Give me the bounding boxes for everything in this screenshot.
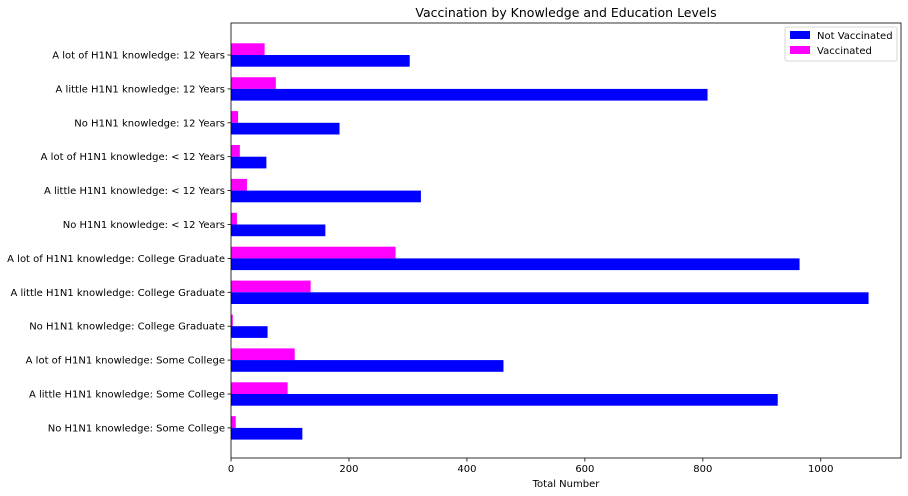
bar-not-vaccinated (231, 190, 421, 203)
bar-not-vaccinated (231, 224, 326, 237)
legend-swatch (790, 31, 810, 39)
legend-label: Not Vaccinated (817, 31, 893, 42)
bar-vaccinated (231, 77, 276, 89)
bar-not-vaccinated (231, 292, 869, 304)
y-tick-label: No H1N1 knowledge: 12 Years (74, 118, 225, 129)
bar-not-vaccinated (231, 88, 708, 101)
y-tick-label: A lot of H1N1 knowledge: 12 Years (52, 51, 225, 62)
bar-not-vaccinated (231, 55, 410, 67)
legend-box (784, 26, 898, 62)
x-tick-label: 1000 (808, 464, 833, 475)
bar-vaccinated (231, 382, 288, 394)
bar-not-vaccinated (231, 360, 504, 372)
x-tick-label: 600 (575, 464, 594, 475)
legend-label: Vaccinated (817, 46, 872, 57)
bar-vaccinated (231, 43, 265, 55)
y-tick-label: A little H1N1 knowledge: 12 Years (56, 84, 225, 95)
bar-vaccinated (231, 416, 236, 428)
y-tick-label: A lot of H1N1 knowledge: Some College (26, 356, 225, 367)
bar-not-vaccinated (231, 394, 778, 406)
bar-not-vaccinated (231, 258, 800, 271)
y-tick-label: No H1N1 knowledge: Some College (48, 423, 225, 434)
bar-vaccinated (231, 348, 295, 361)
chart-title: Vaccination by Knowledge and Education L… (415, 5, 716, 20)
x-tick-label: 0 (228, 464, 234, 475)
legend: Not Vaccinated Vaccinated (784, 26, 898, 62)
x-axis-label: Total Number (532, 479, 601, 490)
y-tick-label: A little H1N1 knowledge: College Graduat… (10, 288, 225, 299)
bar-not-vaccinated (231, 156, 267, 169)
bar-vaccinated (231, 212, 237, 225)
bar-vaccinated (231, 314, 233, 327)
y-tick-label: A lot of H1N1 knowledge: College Graduat… (7, 254, 225, 265)
plot-area (230, 22, 902, 459)
y-tick-label: A little H1N1 knowledge: < 12 Years (44, 186, 225, 197)
legend-swatch (790, 46, 810, 54)
bar-not-vaccinated (231, 326, 268, 338)
y-tick-label: No H1N1 knowledge: College Graduate (29, 322, 225, 333)
bar-vaccinated (231, 145, 240, 157)
x-tick-label: 800 (693, 464, 712, 475)
bar-vaccinated (231, 280, 311, 293)
y-axis: A lot of H1N1 knowledge: 12 Years A littl… (7, 51, 231, 434)
x-axis: 0 200 400 600 800 1000 (228, 458, 834, 475)
y-tick-label: A little H1N1 knowledge: Some College (29, 390, 225, 401)
x-tick-label: 200 (339, 464, 358, 475)
bar-vaccinated (231, 178, 247, 191)
bars-layer (231, 43, 869, 440)
bar-not-vaccinated (231, 427, 303, 440)
y-tick-label: No H1N1 knowledge: < 12 Years (63, 220, 225, 231)
x-tick-label: 400 (457, 464, 476, 475)
bar-not-vaccinated (231, 122, 340, 135)
y-tick-label: A lot of H1N1 knowledge: < 12 Years (41, 152, 225, 163)
bar-vaccinated (231, 111, 239, 123)
bar-vaccinated (231, 246, 396, 259)
